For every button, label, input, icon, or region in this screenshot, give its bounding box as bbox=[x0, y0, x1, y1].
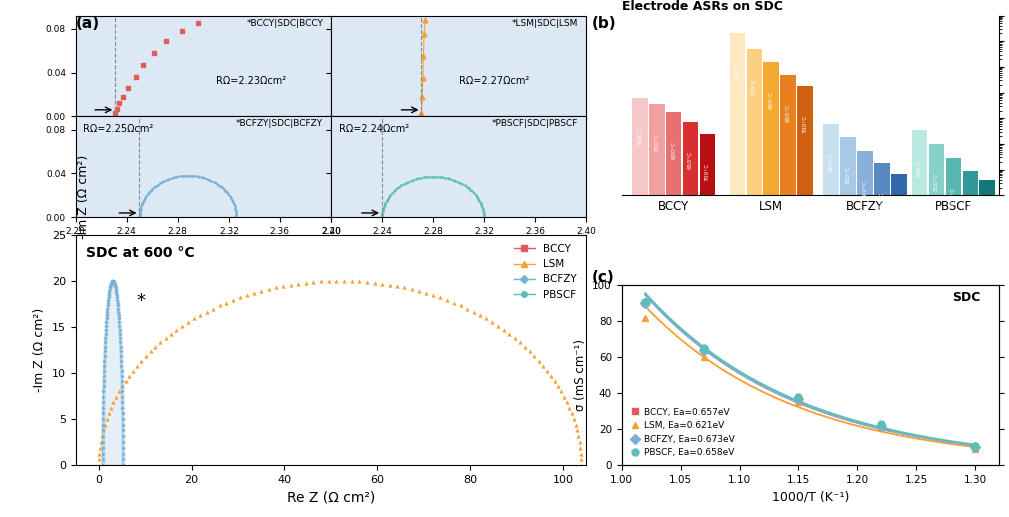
PBSCF, Ea=0.658eV bbox=[970, 443, 982, 449]
LSM, Ea=0.621eV bbox=[639, 315, 651, 321]
Bar bbox=[632, 98, 648, 517]
Text: 550°C: 550°C bbox=[934, 173, 939, 191]
PBSCF, Ea=0.658eV bbox=[792, 394, 804, 400]
Text: SDC at 600 °C: SDC at 600 °C bbox=[86, 246, 195, 260]
Text: RΩ=2.25Ωcm²: RΩ=2.25Ωcm² bbox=[84, 125, 153, 134]
BCCY, Ea=0.657eV bbox=[970, 444, 982, 450]
Text: *BCCY|SDC|BCCY: *BCCY|SDC|BCCY bbox=[246, 19, 323, 27]
Bar bbox=[945, 158, 962, 517]
Text: 500°C: 500°C bbox=[917, 159, 922, 177]
Bar bbox=[666, 112, 681, 517]
BCFZY, Ea=0.673eV bbox=[970, 444, 982, 450]
Text: 650°C: 650°C bbox=[688, 151, 693, 169]
PBSCF, Ea=0.658eV bbox=[698, 345, 710, 352]
Line: PBSCF, Ea=0.658eV: PBSCF, Ea=0.658eV bbox=[642, 298, 979, 450]
Text: 650°C: 650°C bbox=[879, 192, 884, 210]
BCCY, Ea=0.657eV bbox=[875, 422, 887, 429]
Text: *BCFZY|SDC|BCFZY: *BCFZY|SDC|BCFZY bbox=[236, 119, 323, 128]
Bar bbox=[874, 163, 890, 517]
PBSCF, Ea=0.658eV bbox=[639, 298, 651, 305]
LSM, Ea=0.621eV bbox=[698, 354, 710, 360]
Text: (a): (a) bbox=[76, 16, 100, 31]
Text: RΩ=2.23Ωcm²: RΩ=2.23Ωcm² bbox=[216, 76, 287, 86]
Bar bbox=[928, 144, 944, 517]
Bar bbox=[747, 49, 762, 517]
BCCY, Ea=0.657eV bbox=[792, 396, 804, 402]
Bar bbox=[699, 134, 715, 517]
Legend: BCCY, Ea=0.657eV, LSM, Ea=0.621eV, BCFZY, Ea=0.673eV, PBSCF, Ea=0.658eV: BCCY, Ea=0.657eV, LSM, Ea=0.621eV, BCFZY… bbox=[627, 404, 739, 461]
Bar bbox=[840, 138, 856, 517]
Text: 550°C: 550°C bbox=[752, 78, 757, 96]
Bar bbox=[857, 150, 873, 517]
Text: 500°C: 500°C bbox=[735, 62, 740, 80]
Text: 600°C: 600°C bbox=[671, 141, 676, 159]
Text: 700°C: 700°C bbox=[985, 208, 990, 227]
Bar bbox=[963, 171, 978, 517]
Line: BCCY, Ea=0.657eV: BCCY, Ea=0.657eV bbox=[642, 300, 979, 451]
X-axis label: 1000/T (K⁻¹): 1000/T (K⁻¹) bbox=[772, 491, 849, 504]
Text: 550°C: 550°C bbox=[846, 166, 851, 185]
X-axis label: Re Z (Ω cm²): Re Z (Ω cm²) bbox=[287, 491, 375, 505]
Text: (b): (b) bbox=[591, 16, 615, 31]
Text: 500°C: 500°C bbox=[638, 127, 643, 145]
BCFZY, Ea=0.673eV bbox=[792, 396, 804, 402]
Polygon shape bbox=[103, 281, 123, 465]
Text: 500°C: 500°C bbox=[828, 153, 833, 171]
Bar bbox=[980, 180, 995, 517]
LSM, Ea=0.621eV bbox=[970, 446, 982, 452]
Bar bbox=[891, 174, 906, 517]
BCCY, Ea=0.657eV bbox=[639, 300, 651, 307]
Y-axis label: -Im Z (Ω cm²): -Im Z (Ω cm²) bbox=[33, 308, 46, 392]
Line: LSM, Ea=0.621eV: LSM, Ea=0.621eV bbox=[642, 314, 979, 452]
Text: -Im Z (Ω cm²): -Im Z (Ω cm²) bbox=[78, 155, 90, 238]
Text: 700°C: 700°C bbox=[802, 115, 807, 133]
Bar bbox=[912, 130, 927, 517]
Bar bbox=[683, 123, 698, 517]
Bar bbox=[764, 63, 779, 517]
Text: 550°C: 550°C bbox=[654, 133, 659, 151]
Text: SDC: SDC bbox=[951, 291, 980, 304]
BCFZY, Ea=0.673eV bbox=[698, 347, 710, 353]
Text: 600°C: 600°C bbox=[950, 187, 956, 205]
Bar bbox=[797, 86, 813, 517]
Bar bbox=[649, 104, 665, 517]
BCFZY, Ea=0.673eV bbox=[639, 300, 651, 307]
LSM, Ea=0.621eV bbox=[792, 399, 804, 405]
Line: BCFZY, Ea=0.673eV: BCFZY, Ea=0.673eV bbox=[642, 300, 979, 451]
BCCY, Ea=0.657eV bbox=[698, 347, 710, 353]
PBSCF, Ea=0.658eV bbox=[875, 421, 887, 427]
Y-axis label: σ (mS cm⁻¹): σ (mS cm⁻¹) bbox=[574, 339, 586, 412]
LSM, Ea=0.621eV bbox=[875, 424, 887, 431]
Text: 650°C: 650°C bbox=[786, 103, 791, 121]
Text: 650°C: 650°C bbox=[968, 200, 973, 218]
Text: RΩ=2.27Ωcm²: RΩ=2.27Ωcm² bbox=[458, 76, 529, 86]
Text: 700°C: 700°C bbox=[705, 162, 710, 180]
Text: (c): (c) bbox=[591, 270, 614, 285]
Text: 600°C: 600°C bbox=[863, 179, 868, 197]
Text: *LSM|SDC|LSM: *LSM|SDC|LSM bbox=[513, 19, 578, 27]
Text: RΩ=2.24Ωcm²: RΩ=2.24Ωcm² bbox=[339, 125, 409, 134]
BCFZY, Ea=0.673eV bbox=[875, 422, 887, 429]
Bar bbox=[823, 124, 838, 517]
Bar bbox=[730, 34, 746, 517]
Bar bbox=[780, 74, 796, 517]
Text: *PBSCF|SDC|PBSCF: *PBSCF|SDC|PBSCF bbox=[492, 119, 578, 128]
Text: Electrode ASRs on SDC: Electrode ASRs on SDC bbox=[622, 0, 783, 13]
Text: 600°C: 600°C bbox=[769, 91, 774, 109]
Text: *: * bbox=[137, 292, 146, 310]
Text: 700°C: 700°C bbox=[896, 202, 901, 221]
Legend: BCCY, LSM, BCFZY, PBSCF: BCCY, LSM, BCFZY, PBSCF bbox=[510, 240, 581, 304]
